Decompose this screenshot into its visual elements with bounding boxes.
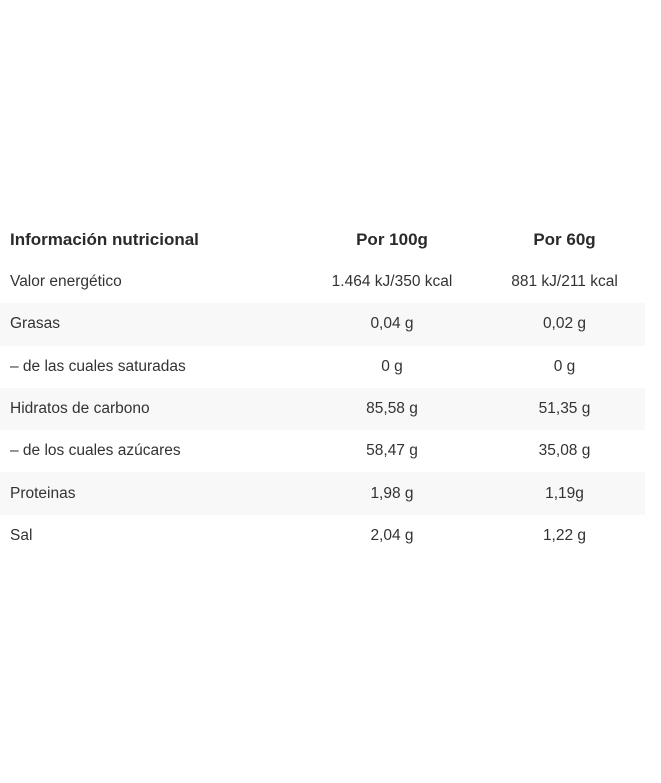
value-per-60g: 51,35 g bbox=[538, 400, 591, 418]
nutrient-name: Proteinas bbox=[10, 484, 76, 502]
nutrient-name: Sal bbox=[10, 526, 33, 544]
table-row: – de las cuales saturadas 0 g 0 g bbox=[0, 346, 645, 388]
value-per-60g: 881 kJ/211 kcal bbox=[511, 273, 618, 291]
header-per-60g: Por 60g bbox=[533, 230, 596, 249]
nutrition-table: Información nutricional Por 100g Por 60g… bbox=[0, 219, 645, 557]
value-per-100g: 1.464 kJ/350 kcal bbox=[331, 273, 453, 291]
value-per-60g: 0 g bbox=[553, 357, 576, 375]
table-row: Hidratos de carbono 85,58 g 51,35 g bbox=[0, 387, 645, 431]
table-row: Grasas 0,04 g 0,02 g bbox=[0, 303, 645, 346]
table-row: Valor energético 1.464 kJ/350 kcal 881 kJ/… bbox=[0, 261, 645, 303]
table-row: Sal 2,04 g 1,22 g bbox=[0, 515, 645, 557]
value-per-100g: 58,47 g bbox=[366, 442, 418, 460]
nutrient-name: Grasas bbox=[10, 315, 60, 333]
value-per-100g: 0,04 g bbox=[370, 315, 414, 333]
nutrient-name: Valor energético bbox=[10, 273, 122, 291]
nutrient-name: – de los cuales azúcares bbox=[10, 442, 181, 460]
nutrient-name: Hidratos de carbono bbox=[10, 400, 150, 418]
table-row: – de los cuales azúcares 58,47 g 35,08 g bbox=[0, 430, 645, 472]
value-per-100g: 0 g bbox=[381, 357, 403, 375]
value-per-100g: 1,98 g bbox=[370, 484, 414, 502]
value-per-60g: 1,19g bbox=[545, 484, 584, 502]
header-per-100g: Por 100g bbox=[356, 230, 428, 249]
nutrient-name: – de las cuales saturadas bbox=[10, 357, 186, 375]
value-per-60g: 0,02 g bbox=[542, 315, 587, 333]
table-row: Proteinas 1,98 g 1,19g bbox=[0, 472, 645, 515]
header-nutrition-info: Información nutricional bbox=[10, 230, 199, 249]
value-per-60g: 35,08 g bbox=[538, 442, 591, 460]
value-per-100g: 85,58 g bbox=[366, 400, 418, 418]
value-per-60g: 1,22 g bbox=[542, 526, 587, 544]
value-per-100g: 2,04 g bbox=[370, 526, 414, 544]
table-header: Información nutricional Por 100g Por 60g bbox=[0, 219, 645, 261]
